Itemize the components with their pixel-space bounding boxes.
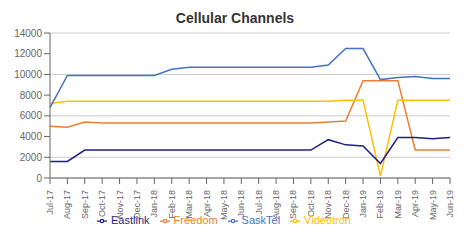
- svg-text:Feb-19: Feb-19: [375, 190, 385, 219]
- html-text:Cellular Channels: Cellular Channels: [175, 10, 295, 26]
- svg-text:Nov-17: Nov-17: [115, 190, 125, 219]
- svg-text:Oct-17: Oct-17: [97, 190, 107, 217]
- svg-text:Apr-18: Apr-18: [202, 190, 212, 217]
- svg-text:Jan-19: Jan-19: [358, 190, 368, 218]
- svg-text:Mar-19: Mar-19: [393, 190, 403, 219]
- svg-text:14000: 14000: [14, 28, 42, 39]
- svg-text:12000: 12000: [14, 48, 42, 59]
- svg-text:May-18: May-18: [219, 190, 229, 220]
- svg-text:Mar-18: Mar-18: [184, 190, 194, 219]
- svg-text:4000: 4000: [20, 131, 43, 142]
- html-text:SaskTel: SaskTel: [241, 214, 281, 226]
- svg-text:Apr-19: Apr-19: [410, 190, 420, 217]
- svg-text:Jul-17: Jul-17: [45, 190, 55, 215]
- svg-text:Jul-18: Jul-18: [254, 190, 264, 215]
- html-text:Videotron: Videotron: [304, 214, 351, 226]
- html-text:Freedom: Freedom: [173, 214, 218, 226]
- svg-text:Dec-17: Dec-17: [132, 190, 142, 219]
- svg-text:8000: 8000: [20, 90, 43, 101]
- svg-text:Feb-18: Feb-18: [167, 190, 177, 219]
- svg-text:Jan-18: Jan-18: [149, 190, 159, 218]
- svg-text:Aug-18: Aug-18: [271, 190, 281, 219]
- svg-text:Jun-19: Jun-19: [445, 190, 455, 218]
- svg-text:Sep-18: Sep-18: [288, 190, 298, 219]
- svg-text:Dec-18: Dec-18: [341, 190, 351, 219]
- svg-text:Oct-18: Oct-18: [306, 190, 316, 217]
- svg-text:6000: 6000: [20, 110, 43, 121]
- svg-text:Nov-18: Nov-18: [323, 190, 333, 219]
- svg-text:Jun-18: Jun-18: [236, 190, 246, 218]
- svg-text:Aug-17: Aug-17: [62, 190, 72, 219]
- svg-text:10000: 10000: [14, 69, 42, 80]
- svg-text:May-19: May-19: [428, 190, 438, 220]
- svg-text:Sep-17: Sep-17: [80, 190, 90, 219]
- svg-text:0: 0: [36, 173, 42, 184]
- html-text:Eastlink: Eastlink: [111, 214, 150, 226]
- svg-text:2000: 2000: [20, 152, 43, 163]
